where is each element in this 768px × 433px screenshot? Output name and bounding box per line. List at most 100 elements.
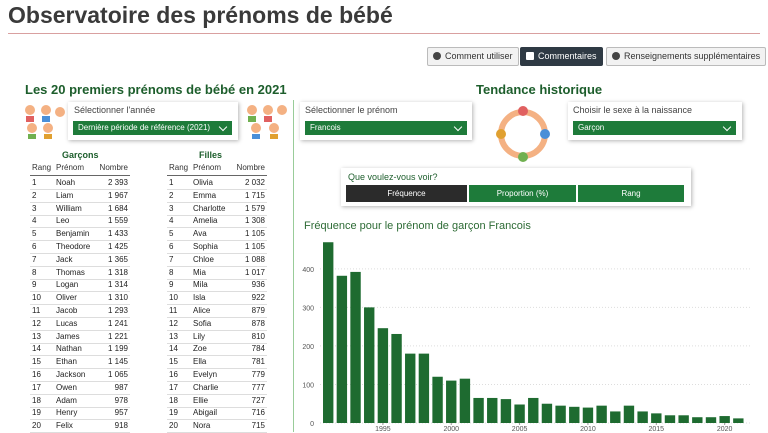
icon (612, 52, 620, 60)
bar (473, 397, 484, 423)
table-cell: Abigail (193, 408, 218, 418)
bar (569, 406, 580, 423)
bar (377, 328, 389, 423)
bar (651, 413, 662, 423)
row-line (167, 342, 267, 344)
row-line (167, 355, 267, 357)
bar (364, 307, 375, 423)
row-line (30, 214, 130, 216)
row-line (30, 253, 130, 254)
table-cell: 2 (169, 190, 174, 200)
bar (596, 405, 607, 423)
option-button[interactable]: Fréquence (346, 185, 467, 202)
table-cell: 978 (114, 395, 128, 405)
table-cell: 8 (169, 267, 174, 277)
chart: 0 100 200 300 400 1995 2000 2005 2010 2015 2020 (302, 242, 752, 432)
row-line (30, 291, 130, 293)
table-title: Filles (199, 150, 223, 160)
table-cell: Mia (193, 267, 206, 277)
table-cell: Chloe (193, 254, 214, 264)
table-cell: 6 (169, 242, 174, 251)
column-header: Nombre (99, 163, 128, 172)
y-tick-label: 200 (302, 344, 314, 351)
sex-select[interactable]: Garçon (573, 121, 736, 135)
table-cell: Liam (56, 190, 74, 200)
table-cell: 879 (251, 306, 265, 315)
babies-circle-icon (496, 106, 550, 162)
table-cell: Owen (56, 382, 77, 392)
title-rule (8, 33, 760, 34)
table-cell: 1 017 (244, 267, 265, 277)
row-line (167, 317, 267, 318)
table-cell: 1 559 (107, 216, 128, 226)
y-tick-label: 100 (302, 382, 314, 389)
info-button[interactable]: Renseignements supplémentaires (606, 47, 767, 66)
table-cell: 20 (32, 421, 41, 431)
table-cell: 1 199 (107, 344, 128, 354)
icon (526, 52, 534, 60)
y-tick-label: 300 (302, 305, 314, 312)
table-cell: 987 (114, 382, 128, 392)
row-line (167, 304, 267, 306)
table-cell: 1 715 (244, 190, 265, 200)
table-cell: 6 (32, 242, 37, 251)
table-cell: Thomas (56, 267, 85, 277)
x-tick-label: 2005 (512, 426, 528, 432)
row-line (30, 227, 130, 229)
option-button[interactable]: Rang (578, 185, 684, 202)
chart-title: Fréquence pour le prénom de garçon Franc… (304, 220, 531, 232)
bar (664, 415, 676, 423)
table-cell: 17 (32, 382, 41, 392)
bar (733, 418, 744, 423)
row-line (30, 381, 130, 382)
table-cell: 11 (169, 306, 178, 315)
row-line (30, 393, 130, 395)
panel-divider (293, 100, 294, 432)
table-cell: 1 088 (244, 254, 265, 264)
bar (500, 399, 512, 423)
table-cell: 781 (251, 357, 265, 367)
table-cell: 16 (32, 370, 41, 379)
table-cell: Ethan (56, 357, 77, 367)
left-panel-title: Les 20 premiers prénoms de bébé en 2021 (25, 82, 287, 97)
table-cell: 1 365 (107, 254, 128, 264)
bar (610, 411, 621, 423)
name-select[interactable]: Francois (305, 121, 467, 135)
comments-button[interactable]: Commentaires (520, 47, 603, 66)
table-cell: 9 (32, 280, 37, 290)
row-line (167, 368, 267, 370)
filter-label: Choisir le sexe à la naissance (573, 105, 693, 115)
table-cell: Sophia (193, 242, 218, 251)
row-line (30, 329, 130, 331)
table-cell: Theodore (56, 242, 91, 251)
filter-label: Sélectionner le prénom (305, 105, 398, 115)
table-cell: 3 (169, 203, 174, 213)
table-cell: 11 (32, 306, 41, 315)
row-line (30, 342, 130, 344)
table-cell: 1 308 (244, 216, 265, 226)
help-button[interactable]: Comment utiliser (427, 47, 519, 66)
table-cell: Charlie (193, 382, 219, 392)
table-cell: 12 (32, 318, 41, 328)
year-select[interactable]: Dernière période de référence (2021) (73, 121, 232, 135)
x-tick-label: 2000 (443, 426, 459, 432)
table-cell: 14 (32, 344, 41, 354)
button-label: Renseignements supplémentaires (624, 51, 761, 61)
row-line (167, 189, 267, 190)
table-cell: 1 967 (107, 190, 128, 200)
row-line (30, 419, 130, 421)
table-cell: Nora (193, 421, 211, 431)
bar (432, 376, 443, 423)
table-cell: 1 579 (244, 203, 265, 213)
table-cell: Sofia (193, 318, 212, 328)
babies-icon (247, 105, 287, 139)
table-cell: 9 (169, 280, 174, 290)
column-header: Prénom (193, 163, 222, 172)
row-line (167, 406, 267, 408)
table-cell: James (56, 331, 80, 341)
option-button[interactable]: Proportion (%) (469, 185, 576, 202)
row-line (30, 240, 130, 242)
table-cell: 13 (32, 331, 41, 341)
row-line (167, 291, 267, 293)
page-title: Observatoire des prénoms de bébé (8, 2, 393, 28)
